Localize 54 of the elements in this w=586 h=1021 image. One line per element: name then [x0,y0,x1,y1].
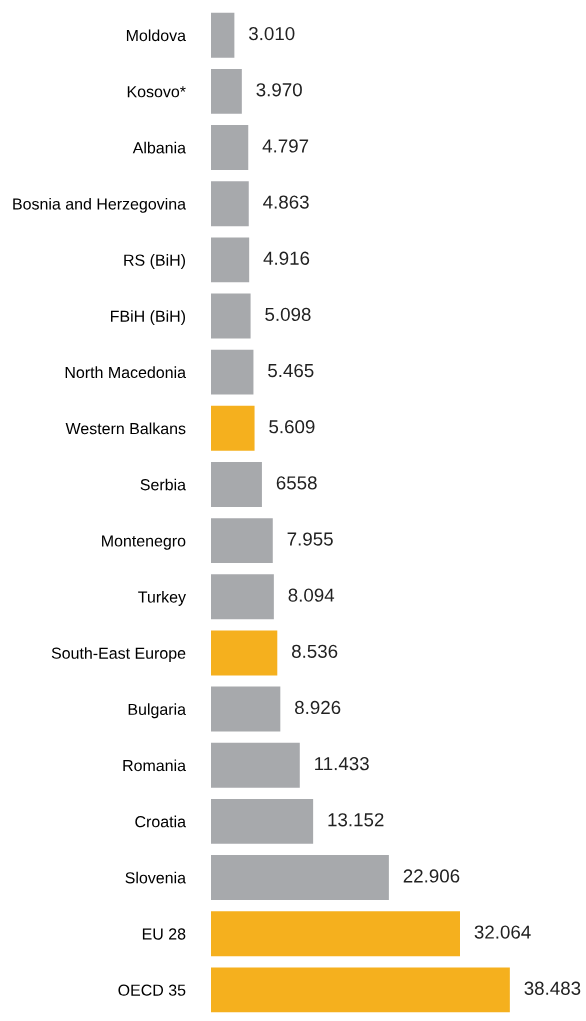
data-label: 13.152 [328,813,384,827]
data-label: 4.797 [262,139,309,153]
data-label: 3.970 [256,83,302,97]
bar [211,911,460,957]
bar [211,630,278,676]
y-tick-label: Slovenia [125,871,186,884]
y-tick-label: South-East Europe [51,647,186,663]
bar [211,237,250,283]
y-tick-label: EU 28 [142,928,186,940]
data-label: 32.064 [474,925,531,939]
bar [211,68,242,114]
data-label: 11.433 [315,757,369,771]
y-tick-label: RS (BiH) [124,254,186,269]
bar [211,12,235,58]
y-tick-label: Moldova [126,29,186,42]
bar [211,462,262,507]
y-tick-label: FBiH (BiH) [111,310,186,326]
data-label: 4.863 [263,195,309,209]
data-label: 3.010 [248,26,295,41]
y-tick-label: Bulgaria [128,703,186,719]
y-tick-label: OECD 35 [118,984,186,996]
bar [211,181,249,227]
data-label: 22.906 [403,869,460,883]
bar [211,574,274,620]
y-tick-label: Western Balkans [65,422,186,435]
data-label: 7.955 [287,532,333,546]
data-label: 8.094 [288,588,335,602]
bar [211,293,251,339]
y-tick-label: Kosovo* [127,86,186,98]
y-tick-label: Albania [132,141,186,154]
bar [211,967,510,1013]
data-label: 4.916 [263,251,310,265]
bar [211,798,314,844]
data-label: 38.483 [524,981,581,995]
y-tick-label: North Macedonia [65,366,187,379]
data-label: 8.536 [291,644,338,658]
data-label: 5.609 [269,420,315,434]
bar [211,405,255,451]
bar [211,686,281,732]
bar [211,125,249,170]
bar [211,742,300,788]
bar [211,518,273,564]
y-tick-label: Montenegro [102,535,186,550]
data-label: 5.098 [265,307,311,322]
y-tick-label: Bosnia and Herzegovina [13,197,187,213]
bar [211,855,389,901]
y-tick-label: Croatia [135,815,186,828]
y-tick-label: Serbia [140,478,186,491]
y-tick-label: Romania [123,759,186,772]
bar [211,349,254,395]
data-label: 6558 [276,476,317,490]
y-tick-label: Turkey [138,590,186,606]
data-label: 5.465 [268,363,314,378]
data-label: 8.926 [295,700,341,715]
